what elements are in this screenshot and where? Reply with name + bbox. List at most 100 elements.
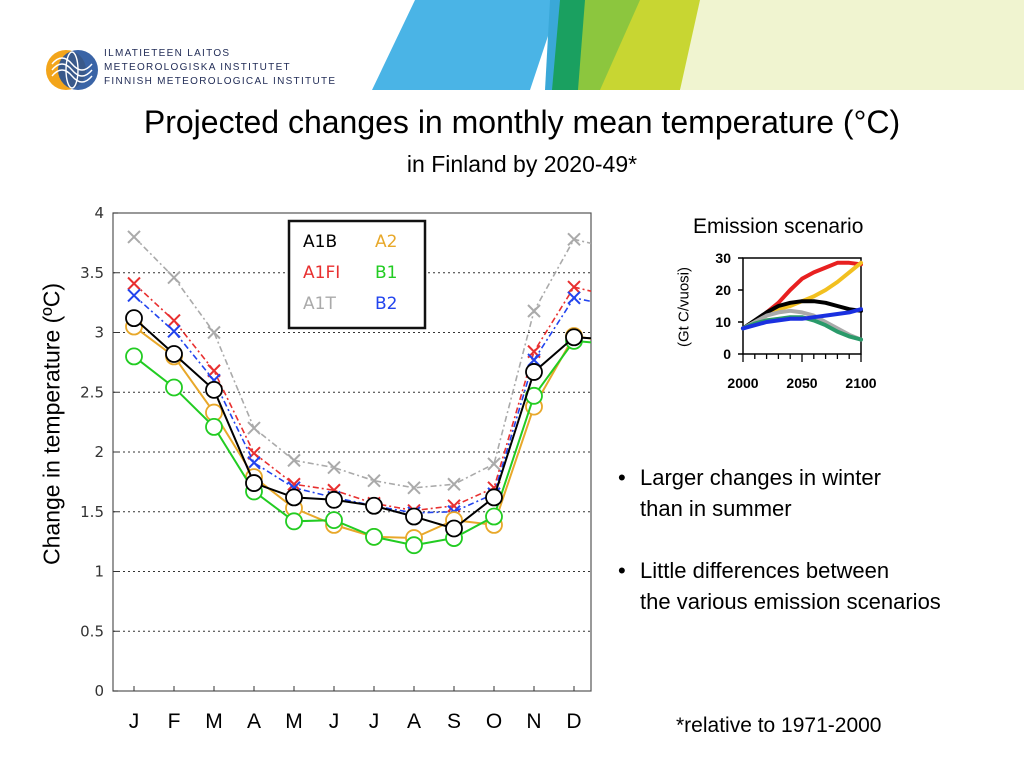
bullet-winter-summer: • Larger changes in winter than in summer [618, 462, 881, 524]
x-tick-label: A [247, 710, 261, 733]
series-b1 [125, 331, 622, 555]
data-point [567, 291, 581, 305]
data-point [606, 336, 622, 352]
data-point [608, 291, 620, 303]
series-b2 [127, 288, 591, 520]
x-tick-label: J [129, 710, 140, 733]
x-tick-label: S [447, 710, 461, 733]
emission-series-line-1 [741, 260, 863, 331]
data-point [485, 488, 503, 507]
slide-title: Projected changes in monthly mean temper… [143, 104, 901, 140]
data-point [325, 490, 343, 509]
data-point [608, 243, 620, 255]
data-point [327, 460, 341, 475]
x-tick-label: M [285, 710, 303, 733]
data-point [285, 512, 303, 531]
emission-series-group [741, 260, 863, 342]
y-tick-label: 4 [94, 204, 104, 222]
series-a2 [125, 317, 591, 547]
series-line [133, 282, 591, 512]
emission-y-tick-label: 30 [715, 250, 731, 266]
data-point [285, 499, 303, 518]
org-name-english: FINNISH METEOROLOGICAL INSTITUTE [104, 76, 337, 87]
data-point [567, 232, 581, 246]
data-point [525, 397, 543, 416]
data-point [447, 499, 461, 513]
data-point [287, 477, 301, 491]
emission-x-tick-label: 2000 [727, 375, 758, 391]
data-point [565, 327, 583, 345]
data-point [247, 446, 261, 460]
data-point [527, 344, 541, 359]
series-line [133, 294, 591, 514]
footnote: *relative to 1971-2000 [676, 714, 882, 737]
data-point [487, 487, 501, 501]
series-line [133, 325, 591, 540]
banner-stripe-blue [372, 0, 560, 90]
data-point [447, 505, 461, 519]
data-point [367, 473, 381, 488]
data-point [207, 373, 221, 388]
bullet-scenario-differences: • Little differences between the various … [618, 555, 941, 617]
data-point [247, 421, 261, 435]
legend-item-a1fi: A1FI [303, 263, 340, 283]
series-a1t [127, 230, 620, 495]
data-point [487, 457, 501, 471]
data-point [125, 347, 143, 366]
x-tick-label: A [407, 710, 421, 733]
series-a1fi [127, 276, 620, 518]
x-tick-label: M [205, 710, 223, 733]
data-point [567, 280, 581, 294]
y-tick-label: 1.5 [80, 503, 104, 521]
x-tick-label: J [369, 710, 380, 733]
data-point [205, 418, 223, 436]
series-a1b [125, 309, 622, 538]
series-line [133, 236, 591, 489]
emission-series-line-3 [741, 308, 863, 342]
data-point [125, 309, 143, 328]
emission-x-tick-label: 2100 [845, 375, 876, 391]
data-point [407, 481, 421, 495]
data-point [606, 332, 622, 348]
data-point [407, 506, 421, 520]
slide-subtitle: in Finland by 2020-49* [406, 151, 638, 177]
data-point [167, 324, 181, 339]
main-plot-area [125, 230, 622, 555]
data-point [565, 331, 583, 350]
emission-plot-frame [742, 257, 862, 355]
data-point [485, 515, 503, 534]
emission-chart-y-axis-title: (Gt C/vuosi) [675, 266, 693, 348]
x-tick-label: O [486, 710, 502, 733]
data-point [127, 288, 141, 303]
data-point [327, 483, 341, 497]
emission-series-line-4 [741, 315, 863, 342]
legend-box [287, 219, 427, 330]
header-banner [372, 0, 1024, 90]
banner-stripe-yellow [600, 0, 710, 90]
data-point [245, 468, 263, 486]
data-point [165, 347, 183, 366]
x-tick-label: F [168, 710, 181, 733]
org-name-finnish: ILMATIETEEN LAITOS [104, 48, 231, 59]
legend-item-b2: B2 [375, 294, 397, 314]
data-point [285, 488, 303, 507]
bullet-line-2: the various emission scenarios [640, 589, 941, 614]
data-point [207, 325, 221, 340]
main-chart-y-axis-title: Change in temperature (ºC) [38, 283, 65, 565]
data-point [525, 386, 543, 405]
data-point [445, 519, 463, 538]
y-tick-label: 2 [94, 443, 104, 461]
emission-x-tick-label: 2050 [786, 375, 817, 391]
emission-chart-title: Emission scenario [693, 215, 864, 238]
data-point [365, 527, 383, 546]
main-plot-frame [112, 212, 592, 692]
data-point [127, 230, 141, 244]
data-point [167, 270, 181, 285]
institute-logo-icon [46, 50, 98, 90]
data-point [527, 353, 541, 367]
data-point [525, 363, 543, 381]
legend-item-a2: A2 [375, 232, 397, 252]
data-point [245, 474, 263, 492]
data-point [327, 490, 341, 505]
legend-item-a1b: A1B [303, 232, 337, 252]
